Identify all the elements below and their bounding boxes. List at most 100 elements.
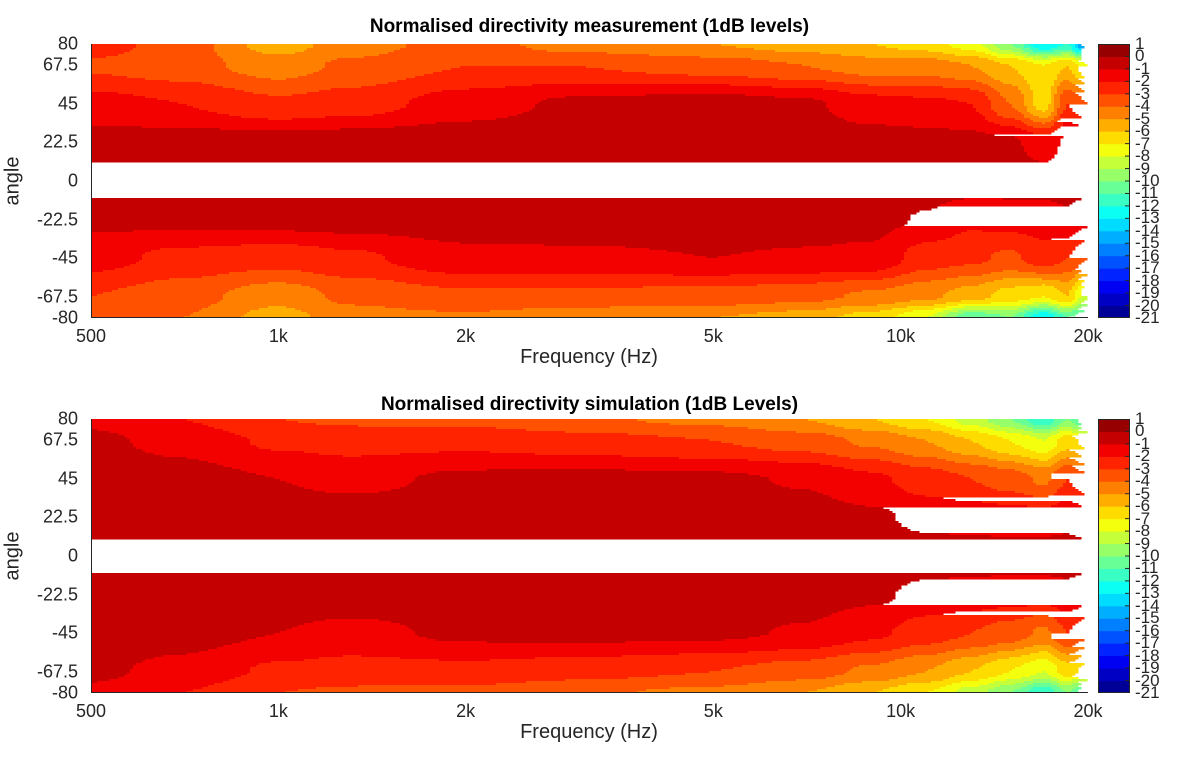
- contour-cell: [1033, 132, 1052, 135]
- contour-cell: [1015, 619, 1058, 622]
- colorbar-tick-label: -11: [1135, 558, 1159, 578]
- contour-cell: [298, 485, 407, 488]
- contour-cell: [1057, 649, 1079, 652]
- contour-cell: [721, 44, 878, 47]
- colorbar-bands: [1098, 419, 1130, 693]
- x-tick-label: 500: [75, 326, 107, 346]
- contour-cell: [943, 641, 1016, 644]
- contour-cell: [772, 449, 890, 452]
- contour-cell: [766, 429, 863, 432]
- contour-cell: [946, 459, 998, 462]
- contour-cell: [214, 427, 497, 430]
- contour-cell: [838, 499, 956, 502]
- contour-cell: [298, 625, 407, 628]
- contour-cell: [238, 72, 314, 75]
- contour-cell: [91, 459, 200, 462]
- contour-cell: [91, 653, 188, 656]
- colorbar-band: [1098, 630, 1130, 644]
- contour-cell: [646, 72, 845, 75]
- contour-cell: [1057, 439, 1079, 442]
- contour-cell: [835, 114, 983, 117]
- contour-cell: [976, 629, 1034, 632]
- contour-cell: [214, 46, 248, 49]
- contour-cell: [229, 431, 566, 434]
- contour-cell: [748, 637, 884, 640]
- contour-cell: [646, 689, 818, 692]
- contour-cell: [91, 102, 179, 105]
- contour-cell: [997, 675, 1031, 678]
- colorbar-band: [1098, 131, 1130, 145]
- contour-cell: [418, 475, 761, 478]
- contour-cell: [994, 292, 1064, 295]
- contour-cell: [847, 120, 989, 123]
- contour-cell: [1012, 441, 1058, 444]
- contour-cell: [208, 110, 395, 113]
- colorbar-tick-label: -1: [1135, 433, 1151, 453]
- contour-cell: [622, 455, 839, 458]
- contour-cell: [91, 306, 209, 309]
- contour-cell: [91, 200, 953, 203]
- contour-cell: [412, 629, 773, 632]
- contour-cell: [385, 258, 905, 261]
- contour-cell: [976, 481, 1034, 484]
- contour-cell: [268, 94, 293, 97]
- contour-cell: [1033, 114, 1052, 117]
- contour-cell: [685, 437, 845, 440]
- contour-cell: [883, 637, 959, 640]
- contour-cell: [223, 465, 833, 468]
- contour-cell: [1024, 148, 1058, 151]
- contour-cell: [1072, 304, 1079, 307]
- colorbar-band: [1098, 243, 1130, 257]
- contour-cell: [91, 675, 125, 678]
- contour-cell: [1057, 300, 1073, 303]
- contour-cell: [250, 439, 710, 442]
- contour-cell: [91, 140, 1022, 143]
- contour-cell: [913, 493, 1025, 496]
- contour-cell: [1045, 64, 1079, 67]
- contour-cell: [1060, 623, 1076, 626]
- contour-cell: [91, 274, 218, 277]
- contour-cell: [1057, 491, 1082, 494]
- colorbar-tick-label: -4: [1135, 96, 1151, 116]
- contour-cell: [91, 308, 203, 311]
- contour-cell: [988, 58, 1019, 61]
- contour-cell: [970, 88, 995, 91]
- contour-cell: [1045, 122, 1055, 125]
- contour-cell: [1063, 112, 1076, 115]
- contour-cell: [724, 471, 869, 474]
- contour-cell: [949, 290, 998, 293]
- colorbar-band: [1098, 106, 1130, 120]
- contour-cell: [490, 310, 788, 313]
- contour-cell: [1060, 104, 1067, 107]
- contour-cell: [91, 493, 824, 496]
- contour-cell: [91, 286, 128, 289]
- contour-cell: [91, 160, 1040, 163]
- colorbar-band: [1098, 643, 1130, 657]
- colorbar-band: [1098, 655, 1130, 669]
- contour-cell: [943, 310, 959, 313]
- contour-cell: [1063, 122, 1073, 125]
- contour-cell: [892, 230, 968, 233]
- contour-cell: [844, 437, 917, 440]
- contour-cell: [868, 639, 950, 642]
- contour-cell: [91, 521, 899, 524]
- contour-cell: [394, 280, 845, 283]
- contour-cell: [1021, 144, 1061, 147]
- contour-cell: [781, 485, 899, 488]
- contour-cell: [1015, 667, 1058, 670]
- contour-cell: [1042, 110, 1046, 113]
- contour-cell: [109, 431, 230, 434]
- contour-cell: [304, 451, 440, 454]
- contour-cell: [91, 467, 233, 470]
- contour-cell: [199, 651, 749, 654]
- contour-cell: [1021, 142, 1061, 145]
- contour-cell: [118, 677, 236, 680]
- contour-cell: [91, 302, 218, 305]
- measurement-panel: Normalised directivity measurement (1dB …: [2, 16, 1160, 368]
- contour-cell: [901, 647, 971, 650]
- colorbar-band: [1098, 618, 1130, 632]
- colorbar-band: [1098, 218, 1130, 232]
- y-tick-label: -80: [51, 682, 78, 703]
- contour-cell: [91, 256, 143, 259]
- contour-cell: [91, 66, 227, 69]
